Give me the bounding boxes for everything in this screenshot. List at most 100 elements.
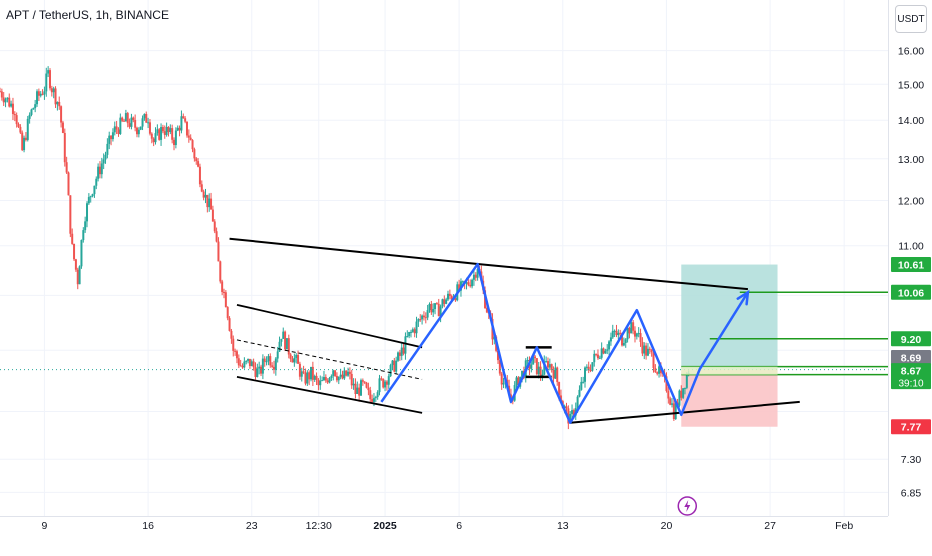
candle-body — [382, 378, 385, 388]
candle-body — [295, 354, 298, 358]
price-axis[interactable]: 16.00 15.00 14.00 13.00 12.00 11.00 7.30 6.85 10… — [888, 0, 932, 516]
candle-body — [287, 338, 290, 355]
candle-body — [271, 365, 274, 367]
price-badge: 7.77 — [891, 419, 931, 435]
candle-body — [387, 376, 390, 385]
currency-button[interactable]: USDT — [895, 5, 927, 33]
candle-body — [558, 382, 561, 396]
candle-body — [147, 122, 150, 124]
candle-body — [52, 88, 55, 93]
candle-body — [341, 374, 344, 379]
candle-body — [435, 303, 438, 305]
candle-body — [154, 133, 157, 143]
candle-body — [224, 292, 227, 308]
candle-body — [641, 341, 644, 354]
candle-body — [658, 366, 661, 374]
candle-body — [546, 361, 549, 368]
candle-body — [613, 330, 616, 332]
price-badge: 9.20 — [891, 331, 931, 347]
candle-body — [32, 108, 35, 110]
price-badge-label: 7.77 — [901, 422, 922, 434]
price-badge-label: 8.67 — [901, 366, 922, 378]
candle-body — [315, 375, 318, 380]
candle-body — [250, 361, 253, 367]
candle-body — [243, 361, 246, 368]
candle-body — [515, 377, 518, 386]
candle-body — [652, 352, 655, 369]
candle-body — [582, 381, 585, 383]
candle-body — [261, 358, 264, 374]
candle-body — [637, 333, 640, 335]
candle-body — [365, 382, 368, 388]
candle-body — [424, 317, 427, 319]
candle-body — [369, 390, 372, 400]
price-badge-bg — [891, 363, 931, 390]
candle-body — [467, 282, 470, 285]
candle-body — [345, 370, 348, 376]
candle-body — [593, 353, 596, 363]
candle-body — [60, 106, 63, 123]
candle-body — [354, 383, 357, 394]
candle-body — [0, 91, 3, 98]
candle-body — [371, 399, 374, 402]
candle-body — [130, 117, 133, 127]
candle-body — [204, 194, 207, 198]
candle-body — [256, 368, 259, 377]
time-tick-label: Feb — [835, 520, 853, 532]
candle-body — [434, 303, 437, 310]
triangle-lower-line — [570, 400, 800, 424]
price-tick-label: 7.30 — [901, 454, 922, 466]
candle-body — [517, 377, 520, 387]
candle-body — [254, 367, 257, 377]
candle-body — [339, 374, 342, 377]
candle-body — [84, 221, 87, 231]
candle-body — [258, 366, 261, 369]
candle-body — [565, 406, 568, 409]
candle-body — [378, 378, 381, 393]
candle-body — [591, 362, 594, 371]
candle-body — [80, 240, 83, 267]
candle-body — [208, 198, 211, 208]
candle-body — [669, 398, 672, 405]
candle-body — [284, 331, 287, 350]
candle-body — [569, 413, 572, 424]
candle-body — [604, 350, 607, 354]
candle-body — [374, 397, 377, 399]
candle-body — [671, 403, 674, 405]
candle-body — [108, 135, 111, 144]
price-chart[interactable] — [0, 0, 888, 516]
chart-canvas[interactable] — [0, 0, 888, 516]
candle-body — [200, 184, 203, 192]
candle-body — [308, 372, 311, 380]
price-axis-scale: 16.00 15.00 14.00 13.00 12.00 11.00 7.30 6.85 10… — [891, 46, 931, 499]
candle-body — [465, 282, 468, 284]
candle-body — [6, 97, 9, 100]
candle-body — [580, 381, 583, 390]
candle-body — [221, 281, 224, 293]
profit-zone — [681, 264, 778, 370]
wave-path — [380, 262, 749, 424]
entry-band — [681, 366, 778, 375]
candle-body — [15, 115, 18, 125]
candle-body — [217, 241, 220, 262]
candle-body — [43, 91, 46, 95]
candle-body — [356, 387, 359, 394]
candle-body — [402, 347, 405, 354]
candle-body — [311, 366, 314, 380]
candle-body — [437, 303, 440, 317]
candle-body — [10, 103, 13, 107]
candle-body — [543, 361, 546, 375]
candle-body — [30, 109, 33, 115]
candle-body — [274, 358, 277, 370]
candle-body — [404, 336, 407, 354]
candle-body — [485, 308, 488, 313]
candle-body — [526, 360, 529, 362]
candle-body — [206, 194, 209, 208]
candle-body — [448, 293, 451, 296]
candle-body — [537, 366, 540, 375]
price-tick-label: 13.00 — [898, 154, 924, 166]
time-axis[interactable]: 9 16 23 12:30 2025 6 13 20 27 Feb — [0, 516, 888, 551]
candle-body — [545, 361, 548, 363]
candle-body — [376, 392, 379, 398]
time-tick-label: 27 — [764, 520, 776, 532]
